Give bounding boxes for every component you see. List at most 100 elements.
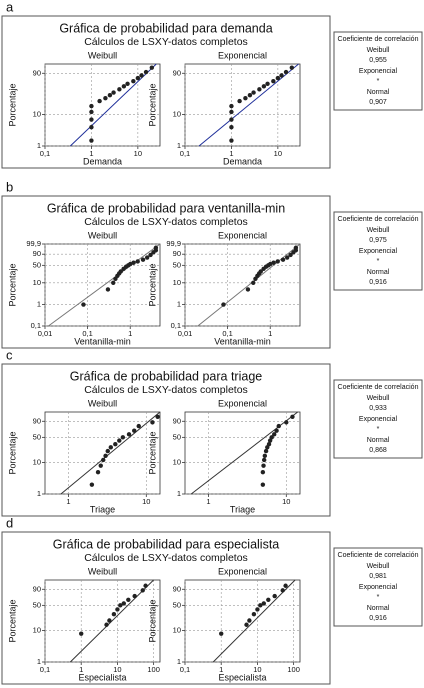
data-point (272, 593, 277, 599)
data-point (89, 138, 94, 143)
correlation-box (333, 379, 423, 459)
plot-title: Exponencial (218, 50, 267, 60)
data-point (126, 432, 132, 437)
y-tick-label: 10 (33, 110, 41, 119)
panel-subtitle: Cálculos de LSXY-datos completos (84, 552, 248, 564)
data-point (271, 260, 276, 265)
panel-title: Gráfica de probabilidad para ventanilla-… (47, 201, 285, 215)
x-tick-label: 0,1 (222, 329, 232, 338)
x-tick-label: 0,1 (40, 149, 50, 158)
y-tick-label: 0,1 (171, 321, 181, 330)
data-point (275, 259, 280, 264)
data-point (290, 414, 295, 419)
data-point (284, 255, 290, 260)
data-point (260, 469, 266, 475)
data-point (269, 435, 274, 440)
correlation-title: Coeficiente de correlación (338, 552, 419, 559)
data-point (97, 98, 102, 104)
correlation-box (333, 547, 423, 627)
data-point (104, 622, 109, 627)
fit-line (48, 243, 161, 327)
plot-title: Weibull (88, 566, 117, 576)
data-point (271, 79, 276, 84)
y-axis-label: Porcentaje (7, 83, 17, 126)
correlation-value: 0,916 (369, 279, 387, 286)
x-tick-label: 1 (66, 497, 70, 506)
y-tick-label: 10 (33, 458, 41, 467)
plot-title: Exponencial (218, 566, 267, 576)
data-point (262, 453, 268, 459)
correlation-name: Weibull (367, 227, 390, 234)
data-point (89, 125, 94, 130)
data-point (261, 463, 266, 468)
x-tick-label: 1 (206, 497, 210, 506)
correlation-title: Coeficiente de correlación (338, 384, 419, 391)
x-tick-label: 10 (134, 149, 142, 158)
data-point (143, 583, 148, 588)
plot-title: Exponencial (218, 398, 267, 408)
panel-subtitle: Cálculos de LSXY-datos completos (84, 36, 248, 48)
x-tick-label: 100 (147, 665, 160, 674)
correlation-name: Normal (367, 89, 390, 96)
correlation-value: 0,907 (369, 99, 387, 106)
correlation-name: Exponencial (359, 248, 398, 255)
y-tick-label: 99,9 (26, 239, 41, 248)
data-point (107, 93, 113, 98)
data-point (279, 73, 284, 78)
panel-title: Gráfica de probabilidad para especialist… (53, 537, 280, 551)
data-point (89, 117, 94, 122)
x-axis-label: Ventanilla-min (74, 336, 131, 346)
fit-line (69, 63, 157, 147)
data-point (121, 601, 126, 606)
y-tick-label: 90 (173, 68, 181, 77)
data-point (274, 428, 279, 433)
data-point (244, 622, 249, 627)
x-tick-label: 0,1 (180, 665, 190, 674)
y-tick-label: 1 (177, 141, 181, 150)
data-point (229, 138, 234, 143)
panel-label: c (6, 347, 13, 362)
data-point (153, 245, 159, 250)
x-tick-label: 10 (142, 497, 150, 506)
data-point (263, 448, 269, 454)
panel-subtitle: Cálculos de LSXY-datos completos (84, 216, 248, 228)
y-axis-label: Porcentaje (147, 263, 157, 306)
x-tick-label: 10 (253, 665, 261, 674)
correlation-title: Coeficiente de correlación (338, 36, 419, 43)
correlation-name: Weibull (367, 47, 390, 54)
data-point (289, 65, 295, 70)
data-point (111, 280, 116, 286)
data-point (280, 257, 286, 262)
panel-label: b (6, 179, 13, 194)
data-point (113, 441, 118, 447)
data-point (243, 96, 248, 101)
data-point (247, 93, 253, 98)
y-tick-label: 10 (33, 278, 41, 287)
data-point (98, 463, 103, 468)
data-point (245, 287, 251, 292)
data-point (117, 87, 122, 92)
data-point (258, 269, 263, 274)
data-point (89, 109, 94, 115)
y-tick-label: 10 (33, 626, 41, 635)
x-axis-label: Demanda (83, 156, 122, 166)
data-point (121, 84, 127, 89)
data-point (280, 588, 285, 593)
data-point (150, 420, 155, 425)
data-point (128, 261, 133, 267)
data-point (89, 482, 95, 487)
data-point (103, 96, 108, 101)
x-axis-label: Ventanilla-min (214, 336, 271, 346)
data-point (81, 302, 86, 307)
plot-area (184, 411, 301, 495)
y-tick-label: 50 (33, 432, 41, 441)
y-tick-label: 10 (173, 626, 181, 635)
data-point (257, 87, 262, 92)
correlation-box (333, 31, 423, 111)
data-point (111, 90, 116, 95)
plot-area (184, 243, 301, 327)
data-point (155, 414, 160, 419)
y-tick-label: 50 (173, 260, 181, 269)
y-axis-label: Porcentaje (7, 431, 17, 474)
